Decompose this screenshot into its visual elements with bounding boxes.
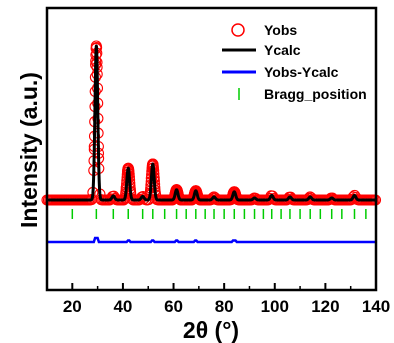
legend-bragg-label: Bragg_position <box>264 86 367 102</box>
plot-frame <box>45 6 378 292</box>
x-axis-label: 2θ (°) <box>183 317 239 343</box>
x-tick-label: 80 <box>215 297 234 316</box>
x-tick-label: 40 <box>113 297 132 316</box>
y-axis-label: Intensity (a.u.) <box>16 72 42 228</box>
x-tick-label: 20 <box>63 297 82 316</box>
plot-layer <box>41 40 382 244</box>
ycalc-line <box>45 44 378 202</box>
legend-diff-label: Yobs-Ycalc <box>264 64 339 80</box>
legend-ycalc-label: Ycalc <box>264 42 301 58</box>
x-axis-ticks: 20 40 60 80 100 120 140 <box>46 283 390 316</box>
bragg-ticks <box>71 209 367 219</box>
x-tick-label: 140 <box>362 297 390 316</box>
x-tick-label: 120 <box>311 297 339 316</box>
x-tick-label: 100 <box>261 297 289 316</box>
legend: Yobs Ycalc Yobs-Ycalc Bragg_position <box>222 22 367 102</box>
difference-line <box>47 236 376 244</box>
legend-yobs-marker <box>231 23 245 37</box>
yobs-point <box>137 190 149 203</box>
x-tick-label: 60 <box>164 297 183 316</box>
legend-yobs-label: Yobs <box>264 22 297 38</box>
